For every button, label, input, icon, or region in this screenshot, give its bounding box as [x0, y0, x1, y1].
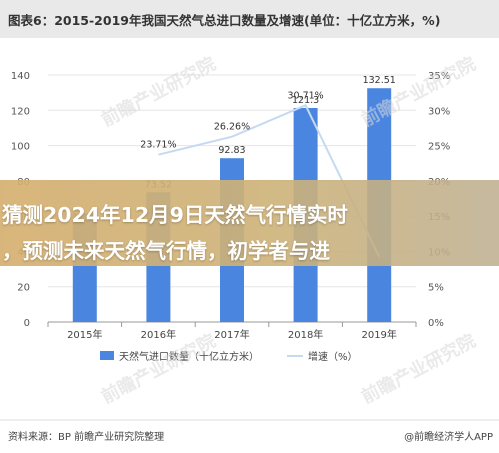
- x-tick-label: 2017年: [214, 328, 249, 341]
- overlay-banner: [0, 180, 499, 266]
- x-tick-label: 2015年: [67, 328, 102, 341]
- legend-bar-swatch: [100, 351, 114, 360]
- x-tick-label: 2019年: [361, 328, 396, 341]
- y-left-tick-label: 140: [11, 71, 30, 82]
- legend-bar-label: 天然气进口数量（十亿立方米）: [119, 350, 259, 363]
- y-right-tick-label: 25%: [428, 142, 450, 153]
- y-right-tick-label: 30%: [428, 106, 450, 117]
- line-value-label: 23.71%: [140, 140, 176, 151]
- x-tick-label: 2016年: [141, 328, 176, 341]
- y-left-tick-label: 100: [11, 142, 30, 153]
- y-right-tick-label: 35%: [428, 71, 450, 82]
- title-bar: [0, 0, 499, 38]
- y-left-tick-label: 20: [17, 283, 30, 294]
- y-left-tick-label: 120: [11, 106, 30, 117]
- y-left-tick-label: 0: [24, 318, 30, 329]
- line-value-label: 26.26%: [214, 122, 250, 133]
- bar-value-label: 121.3: [292, 95, 319, 106]
- line-value-label: 30.71%: [287, 90, 323, 101]
- bar-value-label: 92.83: [218, 145, 245, 156]
- legend-line-label: 增速（%）: [308, 350, 358, 363]
- y-right-tick-label: 0%: [428, 318, 444, 329]
- bar-value-label: 132.51: [363, 75, 396, 86]
- chart-title: 图表6：2015-2019年我国天然气总进口数量及增速(单位：十亿立方米，%): [8, 13, 441, 28]
- x-tick-label: 2018年: [288, 328, 323, 341]
- banner-line-1: 猜测2024年12月9日天然气行情实时: [2, 203, 348, 227]
- banner-line-2: ，预测未来天然气行情，初学者与进: [2, 239, 330, 263]
- brand-note: @前瞻经济学人APP: [404, 432, 493, 443]
- y-right-tick-label: 5%: [428, 283, 444, 294]
- source-note: 资料来源：BP 前瞻产业研究院整理: [8, 432, 165, 443]
